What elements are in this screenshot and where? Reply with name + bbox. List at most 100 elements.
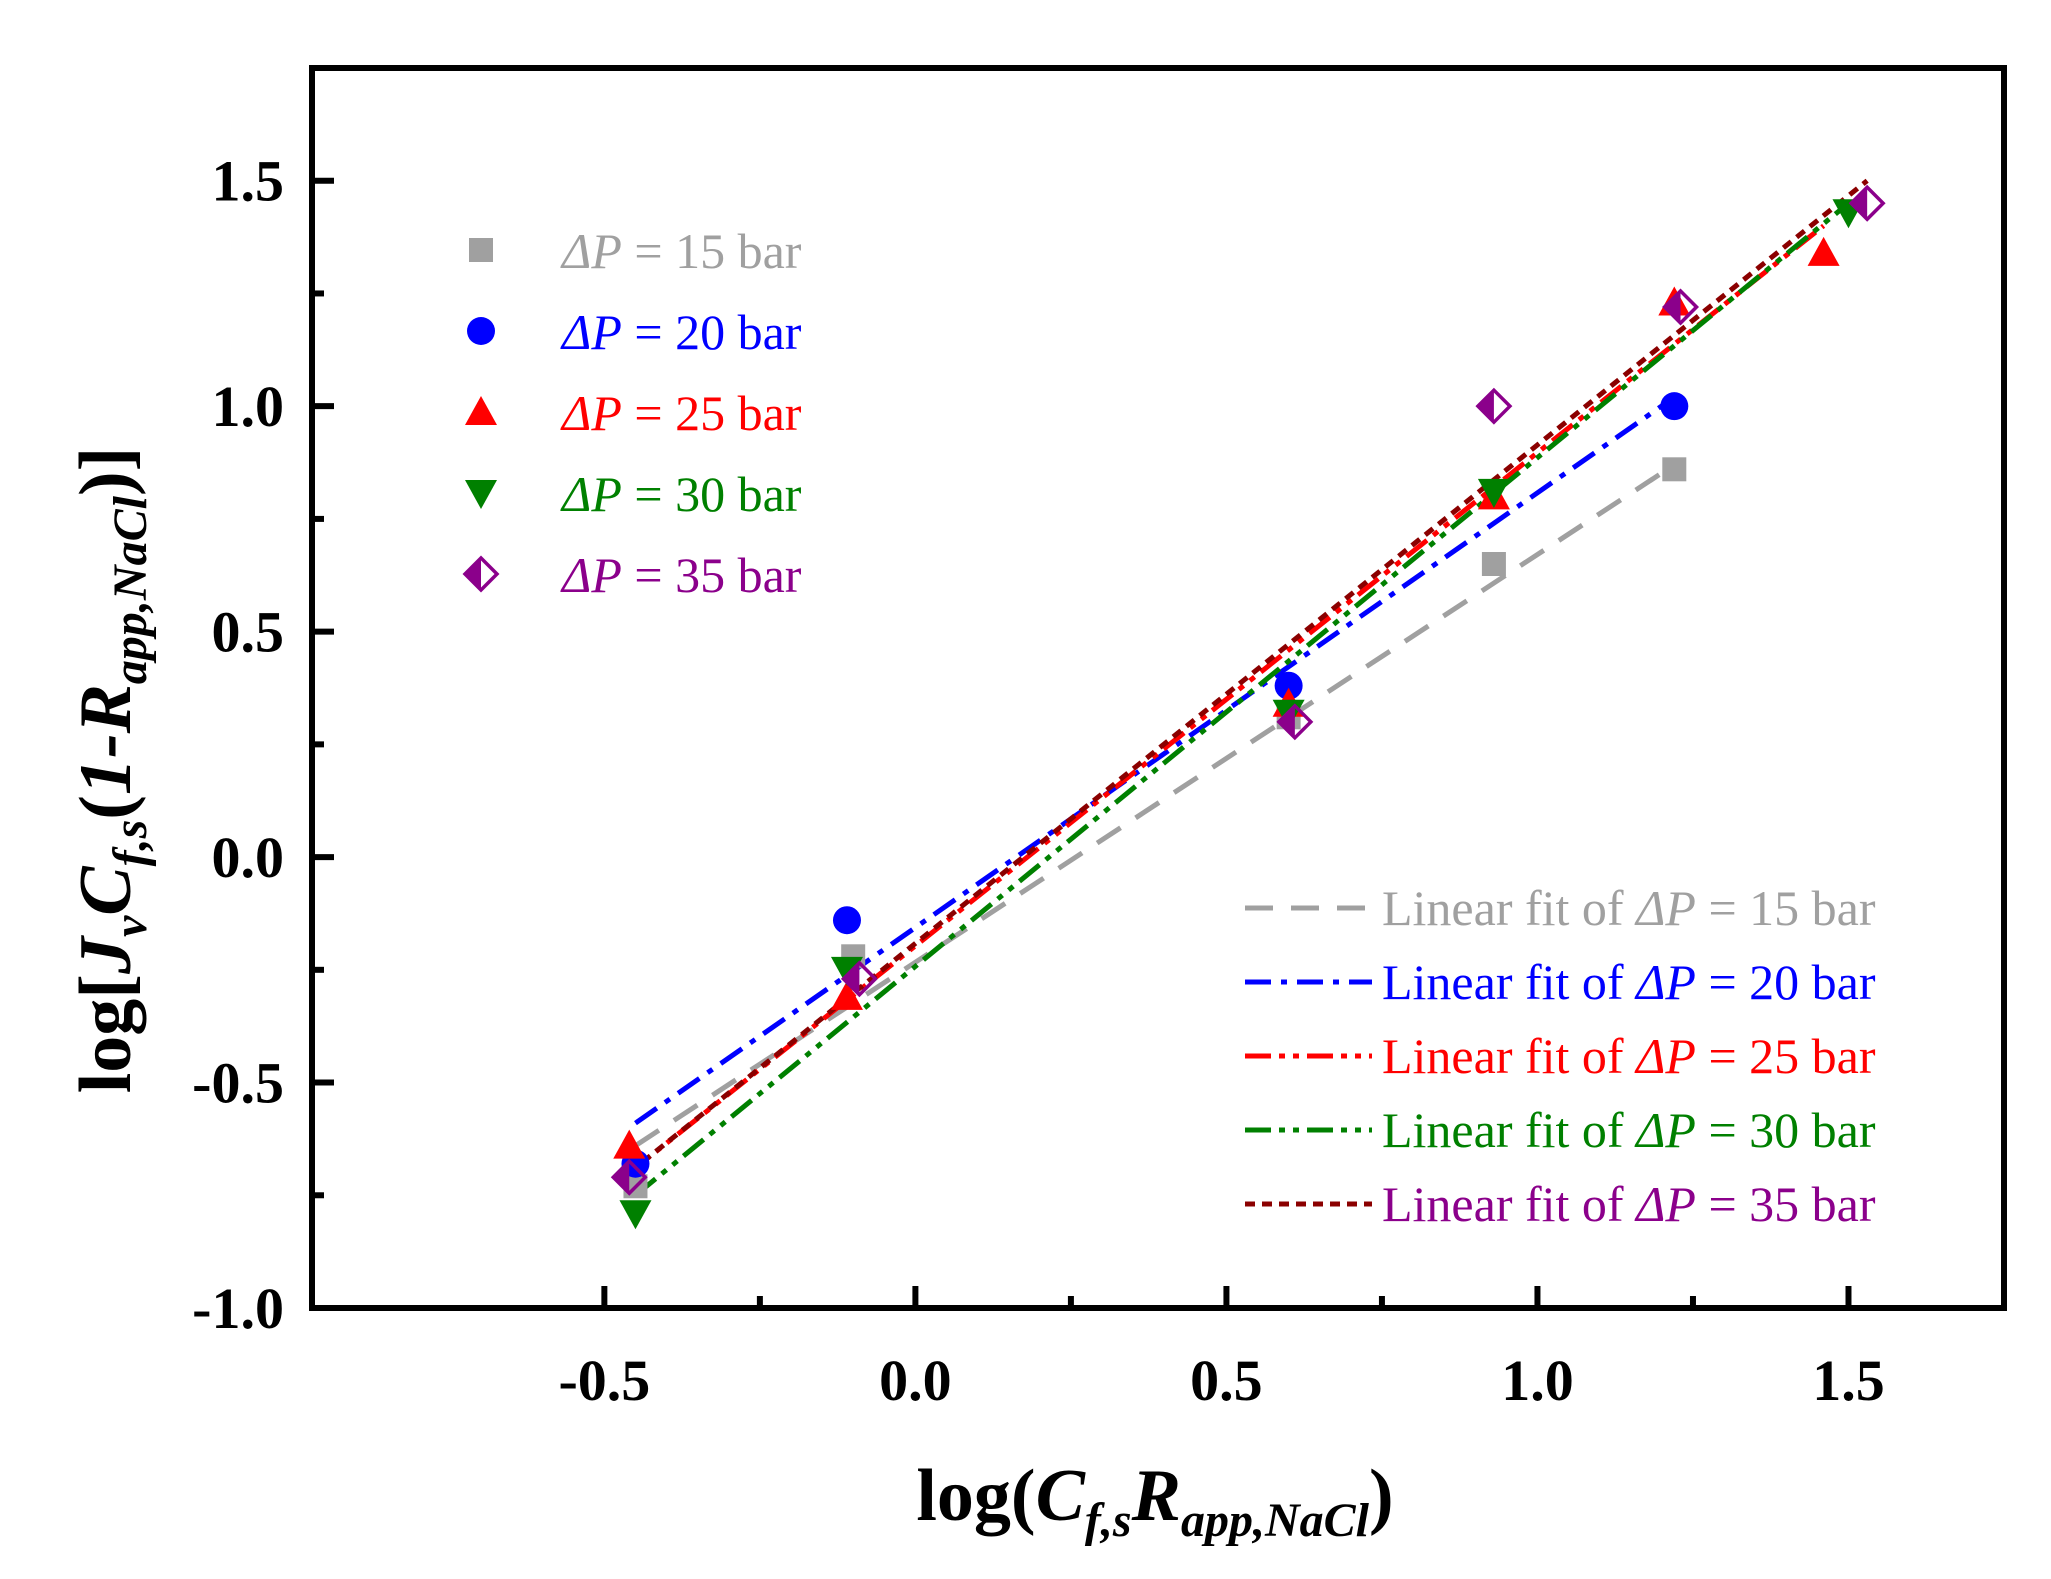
legend-fit-prefix: Linear fit of bbox=[1382, 1028, 1636, 1084]
marker-outline bbox=[1475, 387, 1513, 425]
y-title-post: )] bbox=[65, 447, 147, 496]
legend-marker bbox=[465, 396, 497, 425]
x-title-r-sub: app,NaCl bbox=[1181, 1494, 1370, 1547]
data-point bbox=[830, 980, 863, 1010]
y-title-j-sub: v bbox=[104, 915, 157, 937]
marker-half-fill bbox=[613, 1161, 630, 1194]
data-point bbox=[840, 960, 878, 998]
legend-fit-label: Linear fit of ΔP = 20 bar bbox=[1382, 954, 1876, 1010]
y-title-c-sub: f,s bbox=[104, 820, 157, 867]
legend-label: ΔP = 15 bar bbox=[560, 223, 802, 279]
marker-half-fill bbox=[843, 962, 860, 995]
legend-fits: Linear fit of ΔP = 15 bar Linear fit of Δ… bbox=[1245, 880, 1876, 1232]
legend-label-rest: = 35 bar bbox=[622, 547, 802, 603]
legend-label-rest: = 15 bar bbox=[622, 223, 802, 279]
marker-half-fill bbox=[1664, 290, 1681, 323]
data-point bbox=[1477, 478, 1510, 508]
legend-fit-label: Linear fit of ΔP = 25 bar bbox=[1382, 1028, 1876, 1084]
x-tick-label: 0.5 bbox=[1190, 1348, 1263, 1413]
legend-label-delta: ΔP bbox=[560, 547, 622, 603]
x-title-pre: log( bbox=[916, 1455, 1035, 1537]
legend-fit-rest: = 20 bar bbox=[1696, 954, 1876, 1010]
legend-fit-rest: = 25 bar bbox=[1696, 1028, 1876, 1084]
legend-label-rest: = 30 bar bbox=[622, 466, 802, 522]
legend-fit-delta: ΔP bbox=[1634, 1176, 1696, 1232]
legend-fit-prefix: Linear fit of bbox=[1382, 1102, 1636, 1158]
legend-label: ΔP = 30 bar bbox=[560, 466, 802, 522]
legend-label-delta: ΔP bbox=[560, 304, 622, 360]
legend-fit-delta: ΔP bbox=[1634, 1028, 1696, 1084]
y-title-r-sub: app,NaCl bbox=[104, 495, 157, 684]
legend-label-delta: ΔP bbox=[560, 466, 622, 522]
x-axis-title: log(Cf,sRapp,NaCl) bbox=[916, 1455, 1393, 1547]
y-tick-label: 1.5 bbox=[212, 149, 285, 214]
x-tick-label: 1.5 bbox=[1812, 1348, 1885, 1413]
legend-fit-prefix: Linear fit of bbox=[1382, 1176, 1636, 1232]
marker-outline bbox=[1848, 184, 1886, 222]
y-tick-label: -1.0 bbox=[192, 1276, 284, 1341]
data-point bbox=[1481, 552, 1506, 576]
data-point bbox=[832, 906, 861, 935]
data-point bbox=[1475, 387, 1513, 425]
legend-label: ΔP = 20 bar bbox=[560, 304, 802, 360]
data-point bbox=[1807, 236, 1840, 266]
x-tick-label: -0.5 bbox=[558, 1348, 650, 1413]
y-title-j: J bbox=[65, 935, 147, 975]
legend-label-rest: = 20 bar bbox=[622, 304, 802, 360]
fit-line bbox=[634, 395, 1676, 1126]
axis-ticks: -0.5 0.0 0.5 1.0 1.5 -1.0 -0.5 0.0 0.5 1.0 1.5 bbox=[192, 149, 1885, 1413]
legend-fit-label: Linear fit of ΔP = 30 bar bbox=[1382, 1102, 1876, 1158]
legend-label-rest: = 25 bar bbox=[622, 385, 802, 441]
marker-outline bbox=[1662, 288, 1700, 326]
marker-half-fill bbox=[1477, 390, 1494, 423]
y-title-one-r: 1-R bbox=[65, 684, 147, 795]
y-axis-title: log[JvCf,s(1-Rapp,NaCl)] bbox=[65, 447, 157, 1094]
marker-half-fill bbox=[465, 558, 481, 590]
legend-fit-delta: ΔP bbox=[1634, 954, 1696, 1010]
fit-line bbox=[633, 201, 1851, 1198]
y-title-c: C bbox=[65, 865, 147, 916]
data-point bbox=[1660, 392, 1689, 421]
legend-marker bbox=[469, 238, 493, 262]
data-point bbox=[1662, 457, 1687, 482]
data-point bbox=[610, 1158, 648, 1196]
legend-fit-label: Linear fit of ΔP = 35 bar bbox=[1382, 1176, 1876, 1232]
y-tick-label: 0.0 bbox=[212, 825, 285, 890]
y-tick-label: 1.0 bbox=[212, 374, 285, 439]
legend-fit-rest: = 30 bar bbox=[1696, 1102, 1876, 1158]
x-tick-label: 1.0 bbox=[1501, 1348, 1574, 1413]
y-title-mid: ( bbox=[65, 795, 147, 820]
marker-half-fill bbox=[1278, 705, 1295, 738]
marker-outline bbox=[840, 960, 878, 998]
x-title-r: R bbox=[1131, 1455, 1181, 1537]
legend-marker bbox=[465, 480, 497, 509]
x-title-c-sub: f,s bbox=[1085, 1494, 1132, 1547]
legend-fit-prefix: Linear fit of bbox=[1382, 880, 1636, 936]
legend-marker bbox=[467, 317, 495, 345]
data-point bbox=[613, 1129, 646, 1159]
legend-fit-delta: ΔP bbox=[1634, 880, 1696, 936]
y-tick-label: -0.5 bbox=[192, 1051, 284, 1116]
legend-label-delta: ΔP bbox=[560, 223, 622, 279]
fit-line bbox=[627, 223, 1826, 1175]
data-point bbox=[1274, 671, 1303, 700]
legend-fit-rest: = 35 bar bbox=[1696, 1176, 1876, 1232]
data-point bbox=[619, 1200, 652, 1230]
legend-label: ΔP = 35 bar bbox=[560, 547, 802, 603]
marker-outline bbox=[610, 1158, 648, 1196]
data-points bbox=[610, 184, 1886, 1230]
legend-marker bbox=[462, 555, 500, 593]
x-title-post: ) bbox=[1369, 1455, 1394, 1537]
legend-label-delta: ΔP bbox=[560, 385, 622, 441]
marker-half-fill bbox=[1851, 187, 1868, 220]
data-point bbox=[830, 956, 863, 986]
legend-fit-prefix: Linear fit of bbox=[1382, 954, 1636, 1010]
x-title-c: C bbox=[1036, 1455, 1087, 1537]
data-point bbox=[1848, 184, 1886, 222]
legend-fit-delta: ΔP bbox=[1634, 1102, 1696, 1158]
marker-outline bbox=[462, 555, 500, 593]
marker-outline bbox=[1276, 703, 1314, 741]
legend-fit-rest: = 15 bar bbox=[1696, 880, 1876, 936]
